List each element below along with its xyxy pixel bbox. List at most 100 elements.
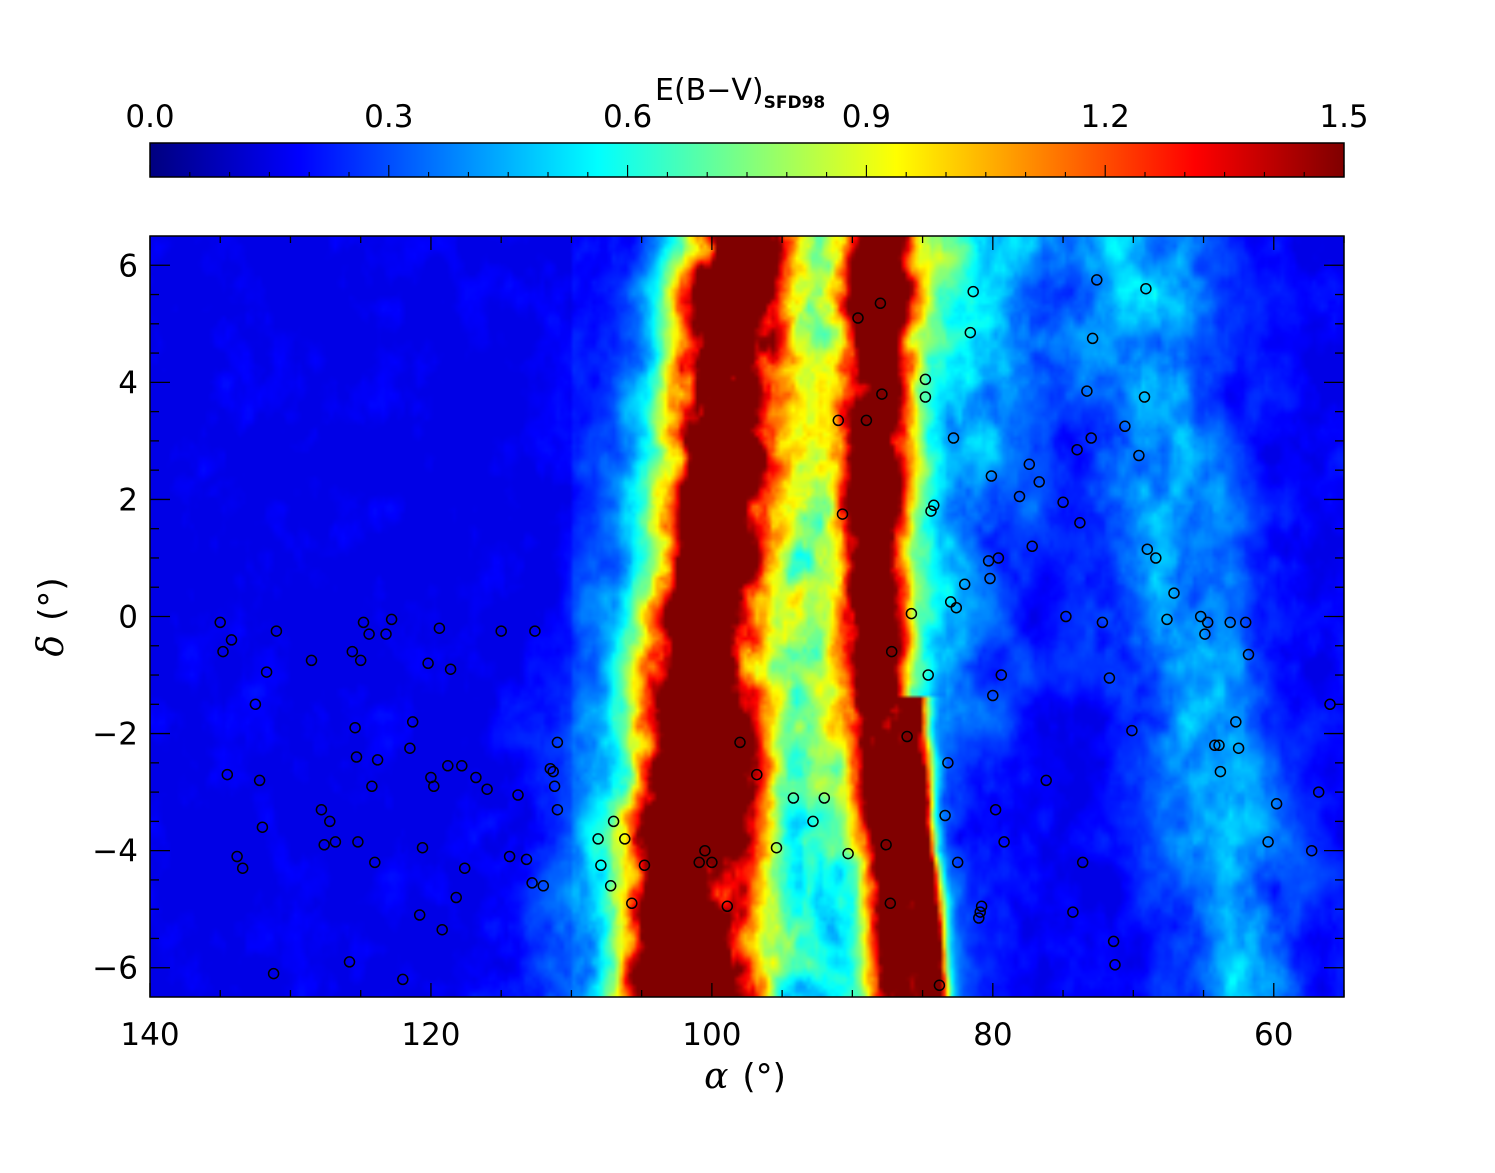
extinction-heatmap	[150, 236, 1344, 997]
y-axis-title: δ (°)	[31, 577, 72, 656]
colorbar-tick-label: 0.0	[125, 99, 174, 135]
y-tick-label: 2	[118, 482, 138, 518]
y-tick-label: 4	[118, 365, 138, 401]
source-marker	[433, 622, 446, 634]
source-marker	[1023, 458, 1036, 471]
source-marker	[842, 847, 854, 860]
source-marker	[1109, 959, 1121, 971]
colorbar-tick-label: 1.2	[1081, 99, 1130, 135]
source-marker	[416, 841, 429, 854]
source-marker	[529, 625, 541, 637]
source-marker	[456, 760, 468, 772]
source-marker	[1026, 540, 1038, 553]
source-marker	[958, 578, 971, 591]
source-marker	[925, 505, 937, 517]
source-marker	[503, 850, 516, 863]
source-marker	[852, 312, 864, 324]
source-marker	[989, 803, 1002, 816]
source-marker	[428, 780, 440, 793]
x-axis-tick-labels: 140 120 100 80 60	[120, 1017, 1293, 1053]
source-marker	[214, 616, 226, 629]
source-marker	[458, 862, 471, 874]
source-marker	[1199, 628, 1211, 640]
colorbar-title-main: E(B−V)	[655, 73, 764, 108]
source-marker	[836, 508, 849, 520]
source-marker	[1209, 739, 1221, 752]
source-marker	[607, 815, 620, 828]
x-axis-title: α (°)	[704, 1056, 786, 1097]
source-marker	[366, 780, 378, 793]
x-tick-label: 80	[973, 1017, 1012, 1053]
source-marker	[1242, 648, 1255, 661]
source-marker	[315, 803, 328, 816]
source-marker	[422, 657, 434, 670]
source-marker	[1126, 724, 1138, 737]
y-tick-label: −4	[92, 834, 138, 870]
source-marker	[413, 909, 426, 921]
source-marker	[947, 432, 960, 444]
source-marker	[928, 499, 940, 512]
source-marker	[1103, 672, 1116, 684]
source-marker	[526, 877, 538, 889]
source-marker	[604, 880, 617, 892]
source-marker	[547, 765, 559, 778]
colorbar-gradient	[150, 143, 1344, 177]
source-marker	[1071, 443, 1083, 456]
source-marker	[357, 616, 370, 629]
source-marker	[236, 862, 249, 874]
source-marker	[1067, 906, 1079, 918]
source-marker	[939, 809, 951, 822]
y-axis-ticks	[150, 264, 1344, 969]
source-marker	[256, 821, 269, 833]
source-marker	[1033, 476, 1045, 488]
source-marker	[551, 803, 564, 816]
source-marker	[225, 634, 238, 646]
source-marker	[876, 388, 888, 400]
colorbar: 0.0 0.3 0.6 0.9 1.2 1.5 E(B−V)SFD98	[125, 73, 1369, 178]
x-axis-ticks	[149, 236, 1345, 997]
source-marker	[967, 285, 979, 298]
source-marker	[217, 645, 229, 658]
source-marker	[995, 669, 1008, 681]
source-marker	[638, 859, 651, 872]
source-marker	[260, 666, 273, 678]
source-marker	[884, 897, 897, 910]
y-tick-label: −2	[92, 717, 138, 753]
source-marker	[1057, 496, 1069, 509]
source-marker	[1060, 610, 1072, 623]
source-marker	[481, 783, 493, 795]
source-marker	[1239, 616, 1252, 629]
source-marker	[1305, 844, 1318, 857]
source-marker	[699, 844, 711, 857]
source-marker	[369, 856, 381, 869]
source-marker	[1213, 739, 1225, 752]
source-marker	[1262, 836, 1274, 848]
source-marker	[350, 751, 363, 763]
source-marker	[950, 601, 963, 614]
source-marker	[901, 730, 913, 743]
source-marker	[1085, 432, 1097, 444]
source-marker	[807, 815, 819, 828]
source-marker	[537, 880, 550, 892]
source-marker	[984, 572, 996, 585]
source-marker	[1168, 587, 1180, 599]
colorbar-title-subscript: SFD98	[764, 93, 826, 113]
source-marker	[512, 789, 524, 801]
source-marker	[349, 721, 361, 734]
colorbar-tick-label: 0.3	[364, 99, 413, 135]
y-tick-label: −6	[92, 951, 138, 987]
source-marker	[860, 414, 873, 427]
source-marker	[318, 839, 330, 851]
source-marker	[1091, 274, 1103, 286]
source-marker	[1096, 616, 1109, 629]
source-marker	[544, 762, 557, 775]
source-marker	[1076, 856, 1089, 869]
colorbar-tick-label: 1.5	[1319, 99, 1368, 135]
source-marker	[987, 689, 999, 702]
source-marker	[1081, 385, 1093, 397]
source-marker	[385, 613, 398, 626]
source-marker	[305, 654, 318, 667]
source-marker	[1270, 798, 1283, 810]
y-axis-unit: (°)	[32, 577, 72, 621]
source-marker	[721, 900, 734, 913]
